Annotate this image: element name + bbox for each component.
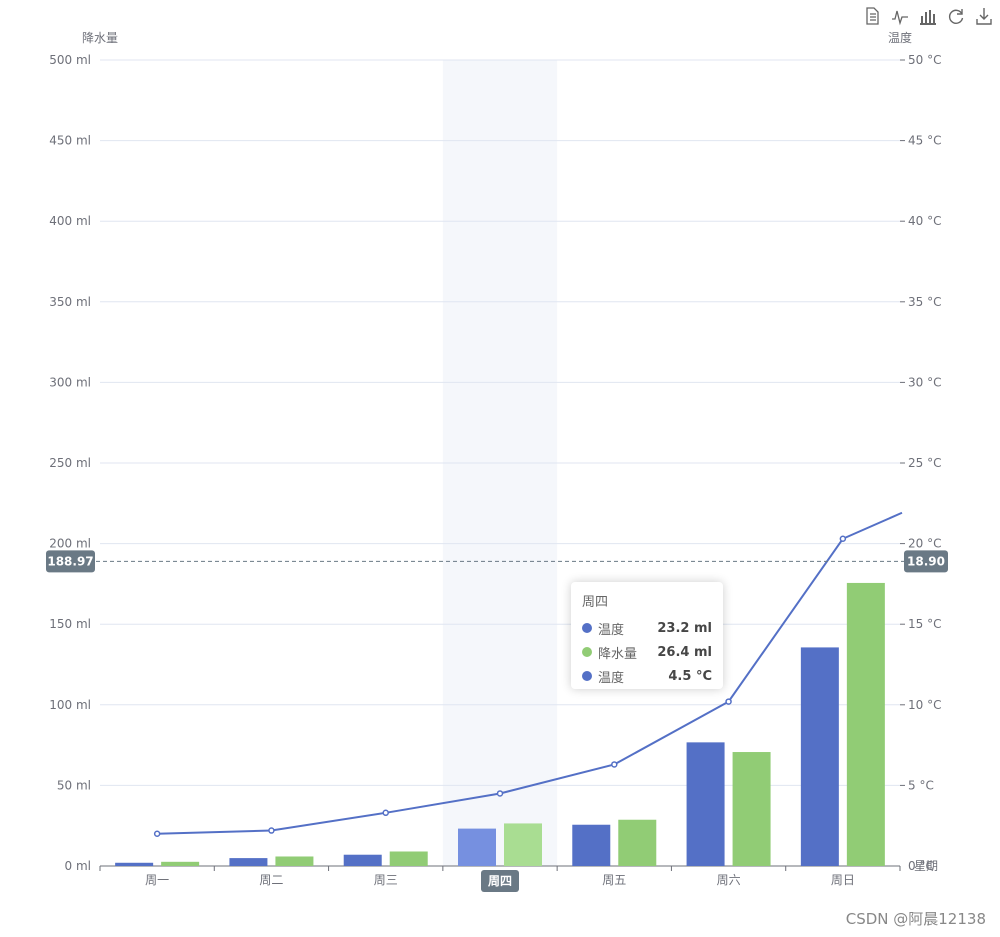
- restore-icon[interactable]: [946, 6, 966, 26]
- x-tick-label: 周一: [145, 873, 169, 887]
- y-tick-label-left: 150 ml: [49, 617, 91, 631]
- bar-series2: [732, 752, 771, 866]
- y-tick-label-right: 5 °C: [908, 778, 934, 792]
- y-tick-label-right: 0 °C: [908, 859, 934, 873]
- tooltip-series-name: 温度: [598, 670, 625, 686]
- bar-series1: [686, 742, 725, 866]
- crosshair-label-left: 188.97: [47, 554, 93, 568]
- bar-series2: [161, 861, 200, 866]
- y-tick-label-left: 300 ml: [49, 375, 91, 389]
- y-tick-label-left: 350 ml: [49, 295, 91, 309]
- watermark: CSDN @阿晨12138: [845, 910, 986, 928]
- x-tick-label: 周日: [831, 873, 855, 887]
- y-tick-label-left: 50 ml: [57, 778, 91, 792]
- tooltip-row: 温度 23.2 ml: [582, 616, 712, 640]
- y-tick-label-left: 250 ml: [49, 456, 91, 470]
- tooltip-series-name: 降水量: [598, 646, 638, 662]
- line-point: [839, 535, 847, 543]
- bar-series1: [572, 824, 611, 866]
- line-series-temperature: [157, 511, 903, 835]
- bar-series2: [389, 851, 428, 866]
- crosshair-label-left-bg: [46, 550, 95, 573]
- tooltip-series-value: 23.2 ml: [657, 620, 712, 636]
- y-tick-label-left: 450 ml: [49, 134, 91, 148]
- crosshair-label-right: 18.90: [907, 554, 945, 568]
- bar-series1: [229, 858, 268, 866]
- y-tick-label-left: 100 ml: [49, 698, 91, 712]
- line-point: [382, 809, 389, 817]
- x-tick-label: 周五: [602, 873, 626, 887]
- bar-series1: [343, 854, 382, 866]
- y-tick-label-left: 0 ml: [65, 859, 91, 873]
- bar-chart-icon[interactable]: [918, 6, 938, 26]
- bar-series2: [504, 823, 542, 866]
- y-tick-label-right: 50 °C: [908, 53, 941, 67]
- line-point: [268, 827, 275, 834]
- y-tick-label-left: 500 ml: [49, 53, 91, 67]
- bar-series1: [800, 647, 839, 866]
- tooltip-series-value: 4.5 °C: [668, 668, 712, 684]
- x-axis-title: 星期: [914, 859, 938, 873]
- y-axis-title-left: 降水量: [82, 31, 118, 45]
- x-tick-label: 周四: [488, 874, 512, 888]
- save-image-icon[interactable]: [974, 6, 994, 26]
- bar-series2: [618, 819, 657, 866]
- tooltip-series-value: 26.4 ml: [657, 644, 712, 660]
- y-axis-title-right: 温度: [888, 30, 912, 45]
- y-tick-label-left: 200 ml: [49, 537, 91, 551]
- x-tick-label: 周六: [717, 873, 741, 887]
- tooltip-title: 周四: [582, 595, 609, 610]
- x-tick-label: 周三: [374, 873, 398, 887]
- line-point: [725, 698, 732, 705]
- tooltip-series-name: 温度: [598, 622, 625, 638]
- crosshair-label-right-bg: [904, 550, 948, 573]
- bar-series1: [458, 828, 496, 866]
- x-tick-label: 周二: [259, 873, 283, 887]
- line-point: [496, 790, 504, 797]
- x-axis-pointer-label-bg: [481, 870, 519, 892]
- tooltip-row: 温度 4.5 °C: [582, 664, 712, 688]
- line-chart-icon[interactable]: [890, 6, 910, 26]
- y-tick-label-right: 15 °C: [908, 617, 941, 631]
- y-tick-label-left: 400 ml: [49, 214, 91, 228]
- bar-series1: [115, 862, 154, 866]
- series-dot-icon: [582, 623, 592, 633]
- y-tick-label-right: 20 °C: [908, 537, 941, 551]
- bar-series2: [846, 582, 885, 866]
- y-tick-label-right: 25 °C: [908, 456, 941, 470]
- line-point: [611, 761, 618, 768]
- toolbox: [862, 6, 994, 26]
- y-tick-label-right: 30 °C: [908, 375, 941, 389]
- y-tick-label-right: 35 °C: [908, 295, 941, 309]
- tooltip: 周四 温度 23.2 ml 降水量 26.4 ml 温度 4.5 °C: [571, 582, 723, 689]
- series-dot-icon: [582, 671, 592, 681]
- data-view-icon[interactable]: [862, 6, 882, 26]
- y-tick-label-right: 40 °C: [908, 214, 941, 228]
- tooltip-row: 降水量 26.4 ml: [582, 640, 712, 664]
- y-tick-label-right: 10 °C: [908, 698, 941, 712]
- line-point: [153, 830, 161, 838]
- series-dot-icon: [582, 647, 592, 657]
- bar-series2: [275, 856, 314, 866]
- y-tick-label-right: 45 °C: [908, 134, 941, 148]
